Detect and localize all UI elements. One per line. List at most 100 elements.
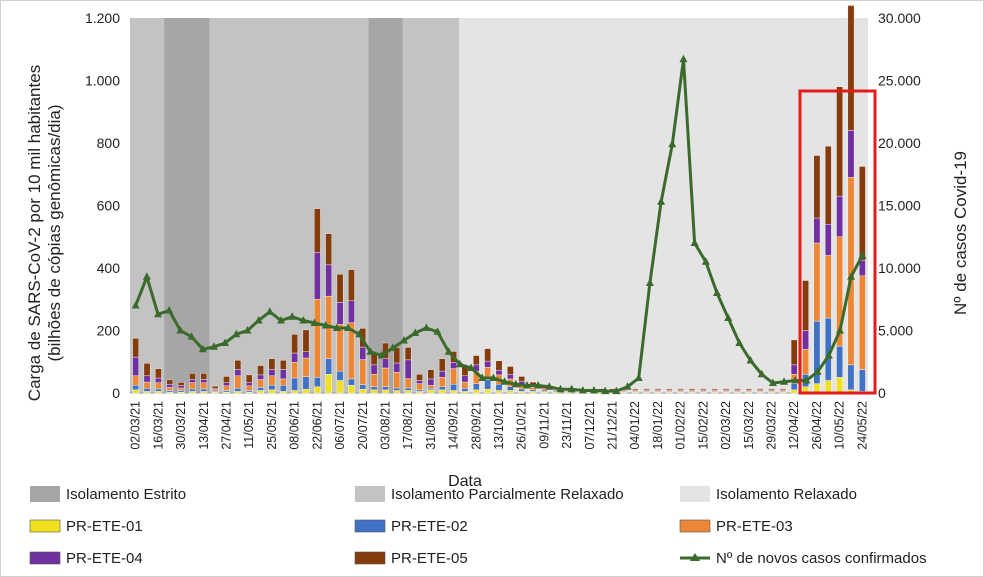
x-tick-22: 04/01/22 (628, 401, 642, 450)
x-tick-20: 07/12/21 (583, 401, 597, 450)
bar-pr-ete-01-13 (279, 391, 287, 394)
legend-label-3: PR-ETE-01 (66, 518, 143, 535)
legend-marker-8 (690, 553, 700, 561)
cases-point-57 (768, 378, 777, 386)
bar-pr-ete-03-60 (813, 242, 821, 322)
axes-layer: 0 200 400 600 800 1.000 1.200 0 5.000 10.000 15.00… (85, 10, 921, 450)
bar-pr-ete-05-49 (688, 388, 696, 391)
y-axis-right-label: Nº de casos Covid-19 (951, 151, 970, 315)
bar-pr-ete-05-56 (768, 388, 775, 391)
bar-pr-ete-05-27 (438, 358, 446, 372)
bar-pr-ete-05-34 (518, 376, 526, 382)
y-left-tick-4: 800 (97, 135, 121, 151)
x-tick-24: 01/02/22 (674, 401, 688, 450)
highlight-box (798, 89, 877, 395)
legend-swatch-7 (354, 551, 386, 565)
legend-label-7: PR-ETE-05 (391, 550, 468, 567)
period-band-0-0 (164, 18, 210, 393)
legend-label-0: Isolamento Estrito (66, 486, 186, 503)
cases-point-59 (791, 376, 800, 384)
cases-point-17 (321, 321, 330, 329)
x-tick-25: 15/02/22 (696, 401, 710, 450)
cases-point-13 (277, 316, 286, 324)
bar-pr-ete-05-19 (348, 269, 355, 302)
bar-pr-ete-04-31 (484, 360, 491, 368)
bar-pr-ete-02-13 (279, 384, 287, 392)
bar-pr-ete-04-6 (200, 379, 208, 383)
bar-pr-ete-01-12 (268, 389, 276, 394)
cases-point-36 (534, 381, 543, 389)
x-tick-19: 23/11/21 (560, 401, 574, 449)
bar-pr-ete-02-31 (484, 379, 491, 390)
bar-pr-ete-05-30 (472, 355, 480, 366)
cases-point-56 (757, 369, 766, 378)
y-right-tick-6: 30.000 (878, 10, 921, 26)
bar-pr-ete-02-21 (370, 386, 378, 391)
bars-layer (132, 5, 866, 394)
bar-pr-ete-04-1 (143, 375, 151, 383)
cases-point-21 (366, 347, 375, 355)
bar-pr-ete-01-30 (472, 389, 480, 394)
bar-pr-ete-01-21 (370, 389, 378, 394)
y-right-tick-3: 15.000 (878, 198, 921, 214)
y-right-tick-1: 5.000 (878, 323, 913, 339)
x-tick-12: 17/08/21 (401, 401, 415, 450)
bar-pr-ete-02-33 (507, 386, 514, 391)
legend-label-5: PR-ETE-03 (716, 518, 793, 535)
cases-point-7 (209, 342, 218, 350)
bar-pr-ete-04-27 (438, 370, 446, 378)
period-band-0-1 (368, 18, 403, 393)
legend-label-1: Isolamento Parcialmente Relaxado (391, 486, 624, 503)
bar-pr-ete-02-15 (302, 376, 310, 390)
bar-pr-ete-04-61 (824, 224, 832, 256)
bar-pr-ete-02-29 (461, 388, 469, 392)
x-tick-1: 16/03/21 (151, 401, 165, 450)
line-layer (131, 54, 867, 395)
bar-pr-ete-04-14 (291, 352, 298, 363)
bar-pr-ete-03-64 (859, 275, 866, 370)
bar-pr-ete-05-5 (189, 373, 196, 380)
bar-pr-ete-03-4 (177, 387, 185, 391)
cases-point-41 (590, 386, 599, 394)
bar-pr-ete-03-26 (427, 384, 435, 389)
bar-pr-ete-05-32 (495, 360, 503, 371)
bar-pr-ete-01-58 (790, 389, 798, 394)
x-tick-14: 14/09/21 (447, 401, 461, 450)
y-left-tick-1: 200 (97, 323, 121, 339)
bar-pr-ete-04-17 (325, 264, 333, 297)
x-tick-21: 21/12/21 (606, 401, 620, 450)
cases-point-12 (265, 307, 274, 315)
cases-point-52 (712, 288, 721, 296)
bar-pr-ete-04-23 (393, 362, 401, 373)
cases-point-8 (221, 338, 230, 346)
cases-point-53 (724, 313, 733, 321)
bar-pr-ete-02-62 (836, 345, 843, 378)
cases-point-63 (835, 326, 844, 334)
cases-point-54 (735, 338, 744, 346)
bar-pr-ete-02-22 (382, 386, 389, 391)
cases-point-62 (824, 351, 833, 359)
bar-pr-ete-05-51 (711, 388, 719, 391)
bar-pr-ete-04-20 (359, 346, 367, 360)
y-left-tick-6: 1.200 (85, 10, 120, 26)
bar-pr-ete-01-28 (450, 390, 457, 394)
x-tick-9: 06/07/21 (333, 401, 347, 450)
period-band-1-0 (130, 18, 165, 393)
bar-pr-ete-01-31 (484, 389, 491, 394)
bar-pr-ete-03-61 (824, 255, 832, 319)
bar-pr-ete-01-14 (291, 390, 298, 394)
x-tick-13: 31/08/21 (424, 401, 438, 450)
bar-pr-ete-04-15 (302, 351, 310, 359)
bar-pr-ete-01-6 (200, 391, 208, 394)
bar-pr-ete-04-8 (223, 382, 230, 387)
y-right-tick-2: 10.000 (878, 260, 921, 276)
bar-pr-ete-05-62 (836, 86, 843, 197)
x-tick-16: 13/10/21 (492, 401, 506, 450)
x-tick-15: 28/09/21 (469, 401, 483, 450)
bar-pr-ete-05-23 (393, 347, 401, 364)
x-tick-31: 10/05/22 (833, 401, 847, 450)
bar-pr-ete-03-6 (200, 382, 208, 390)
bar-pr-ete-01-22 (382, 389, 389, 394)
bar-pr-ete-03-18 (336, 324, 344, 372)
